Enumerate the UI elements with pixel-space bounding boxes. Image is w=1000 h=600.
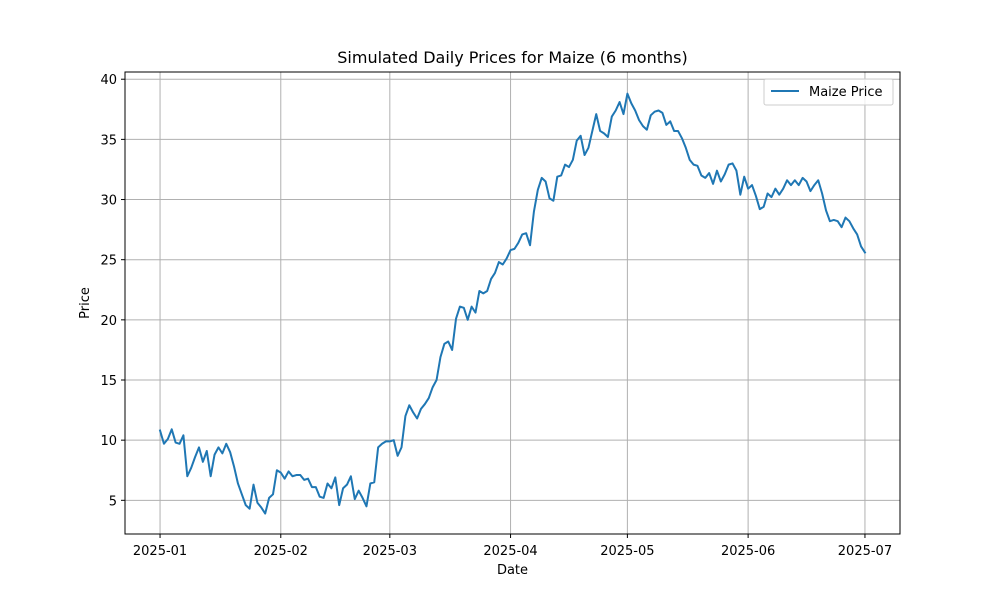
y-tick-label: 5 <box>109 494 117 509</box>
y-tick-label: 15 <box>100 374 117 389</box>
x-tick-label: 2025-02 <box>254 544 308 559</box>
legend: Maize Price <box>763 78 894 106</box>
x-tick-label: 2025-03 <box>363 544 417 559</box>
x-tick-label: 2025-04 <box>483 544 537 559</box>
y-tick-label: 40 <box>100 73 117 88</box>
grid <box>125 72 900 534</box>
y-tick-label: 35 <box>100 133 117 148</box>
y-axis-ticks: 5 10 15 20 25 30 35 40 <box>100 73 125 509</box>
x-tick-label: 2025-07 <box>838 544 892 559</box>
plot-frame <box>124 71 901 535</box>
x-axis-label: Date <box>497 563 528 578</box>
y-tick-label: 20 <box>100 314 117 329</box>
x-tick-label: 2025-06 <box>721 544 775 559</box>
x-axis-ticks: 2025-01 2025-02 2025-03 2025-04 2025-05 2025-… <box>133 534 892 559</box>
legend-box <box>763 78 894 106</box>
series-line <box>158 92 867 515</box>
legend-label: Maize Price <box>809 85 882 100</box>
x-tick-label: 2025-05 <box>600 544 654 559</box>
y-tick-label: 10 <box>100 434 117 449</box>
y-tick-label: 25 <box>100 254 117 269</box>
series-layer <box>158 92 867 515</box>
chart-title: Simulated Daily Prices for Maize (6 mont… <box>337 48 687 67</box>
y-axis-label: Price <box>78 287 93 319</box>
x-tick-label: 2025-01 <box>133 544 187 559</box>
y-tick-label: 30 <box>100 194 117 209</box>
